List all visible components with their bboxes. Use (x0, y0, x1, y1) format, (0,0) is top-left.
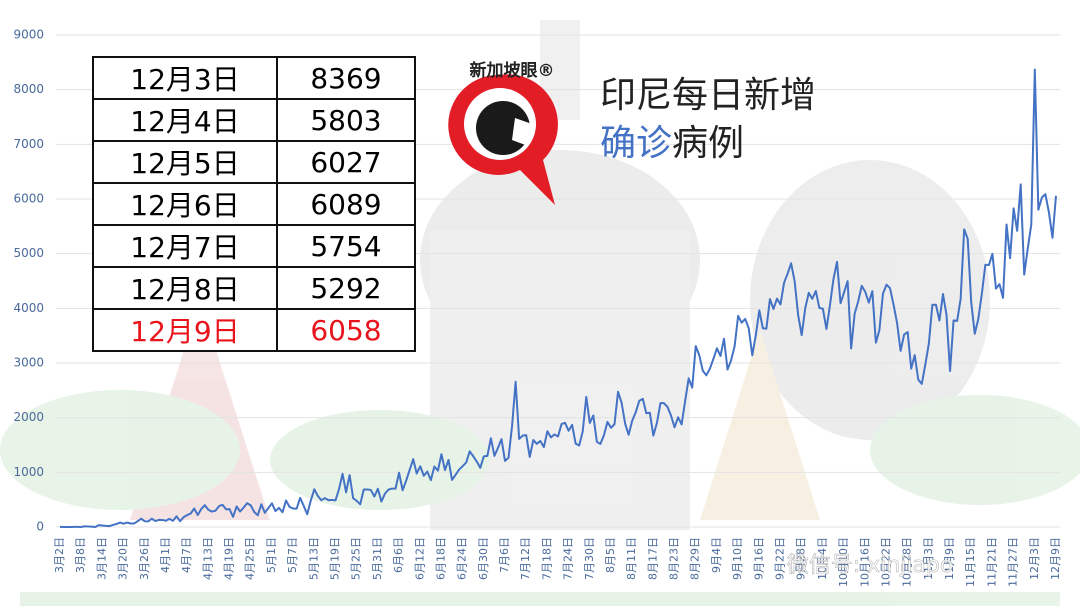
x-tick-label: 10月10日 (837, 537, 850, 587)
y-tick-label: 2000 (13, 410, 44, 424)
x-tick-label: 9月28日 (795, 537, 808, 580)
table-row: 12月6日 6089 (92, 182, 416, 226)
x-tick-label: 10月28日 (901, 537, 914, 587)
x-tick-label: 12月9日 (1049, 537, 1062, 580)
x-tick-label: 6月6日 (392, 537, 405, 573)
table-row: 12月5日 6027 (92, 140, 416, 184)
count-cell: 5754 (276, 224, 416, 268)
data-line (59, 68, 1057, 528)
y-tick-label: 5000 (13, 246, 44, 260)
x-tick-label: 12月3日 (1028, 537, 1041, 580)
table-row: 12月4日 5803 (92, 98, 416, 142)
y-tick-label: 1000 (13, 465, 44, 479)
x-tick-label: 4月7日 (180, 537, 193, 573)
x-tick-label: 5月7日 (286, 537, 299, 573)
x-tick-label: 11月3日 (922, 537, 935, 580)
x-tick-label: 7月6日 (498, 537, 511, 573)
x-tick-label: 3月2日 (53, 537, 66, 573)
date-cell: 12月5日 (92, 140, 278, 184)
x-tick-label: 3月20日 (117, 537, 130, 580)
y-tick-label: 3000 (13, 356, 44, 370)
date-cell: 12月4日 (92, 98, 278, 142)
title-line-1: 印尼每日新增 (600, 75, 817, 116)
x-tick-label: 4月13日 (201, 537, 214, 580)
table-row: 12月9日 6058 (92, 308, 416, 352)
count-cell: 5803 (276, 98, 416, 142)
grid: 0 1000 2000 3000 4000 5000 6000 7000 8000 9000 3月2… (13, 28, 1062, 588)
count-cell: 8369 (276, 56, 416, 100)
x-tick-label: 10月22日 (879, 537, 892, 587)
x-tick-label: 6月24日 (456, 537, 469, 580)
x-tick-label: 3月8日 (74, 537, 87, 573)
title-line-2: 确诊病例 (600, 114, 744, 166)
x-tick-label: 5月1日 (265, 537, 278, 573)
date-cell: 12月8日 (92, 266, 278, 310)
y-tick-label: 7000 (13, 137, 44, 151)
count-cell: 6058 (276, 308, 416, 352)
logo-text: 新加坡眼® (470, 60, 555, 81)
x-tick-label: 4月1日 (159, 537, 172, 573)
logo: 新加坡眼® (448, 60, 558, 206)
title-rest: 病例 (672, 123, 745, 164)
count-cell: 5292 (276, 266, 416, 310)
x-tick-label: 7月12日 (519, 537, 532, 580)
y-tick-label: 8000 (13, 82, 44, 96)
x-tick-label: 7月24日 (562, 537, 575, 580)
x-tick-label: 5月25日 (350, 537, 363, 580)
date-cell: 12月3日 (92, 56, 278, 100)
x-tick-label: 9月16日 (752, 537, 765, 580)
y-tick-label: 6000 (13, 192, 44, 206)
x-tick-label: 8月29日 (689, 537, 702, 580)
date-cell: 12月9日 (92, 308, 278, 352)
x-tick-label: 5月31日 (371, 537, 384, 580)
x-tick-label: 9月10日 (731, 537, 744, 580)
x-tick-label: 6月30日 (477, 537, 490, 580)
x-tick-label: 10月4日 (816, 537, 829, 580)
x-tick-label: 4月19日 (223, 537, 236, 580)
x-tick-label: 8月23日 (668, 537, 681, 580)
title-highlight: 确诊 (600, 123, 673, 164)
x-tick-label: 6月18日 (434, 537, 447, 580)
table-row: 12月8日 5292 (92, 266, 416, 310)
y-tick-label: 9000 (13, 28, 44, 42)
x-tick-label: 10月16日 (858, 537, 871, 587)
x-tick-label: 11月9日 (943, 537, 956, 580)
x-tick-label: 9月4日 (710, 537, 723, 573)
count-cell: 6089 (276, 182, 416, 226)
x-tick-label: 11月15日 (964, 537, 977, 587)
x-tick-label: 4月25日 (244, 537, 257, 580)
x-tick-label: 8月5日 (604, 537, 617, 573)
y-tick-label: 0 (36, 520, 44, 534)
x-tick-label: 11月27日 (1007, 537, 1020, 587)
x-tick-label: 8月17日 (646, 537, 659, 580)
table-row: 12月3日 8369 (92, 56, 416, 100)
date-cell: 12月7日 (92, 224, 278, 268)
count-cell: 6027 (276, 140, 416, 184)
x-tick-label: 8月11日 (625, 537, 638, 580)
x-tick-label: 6月12日 (413, 537, 426, 580)
x-tick-label: 7月18日 (540, 537, 553, 580)
table-row: 12月7日 5754 (92, 224, 416, 268)
date-cell: 12月6日 (92, 182, 278, 226)
x-tick-label: 3月14日 (95, 537, 108, 580)
x-tick-label: 5月13日 (307, 537, 320, 580)
x-tick-label: 9月22日 (774, 537, 787, 580)
y-tick-label: 4000 (13, 301, 44, 315)
watermark: 微信号: xinjiapo (787, 553, 954, 578)
x-tick-label: 11月21日 (985, 537, 998, 587)
x-tick-label: 7月30日 (583, 537, 596, 580)
summary-table: 12月3日 8369 12月4日 5803 12月5日 6027 12月6日 6089 12月7… (92, 56, 416, 352)
x-tick-label: 5月19日 (328, 537, 341, 580)
x-tick-label: 3月26日 (138, 537, 151, 580)
